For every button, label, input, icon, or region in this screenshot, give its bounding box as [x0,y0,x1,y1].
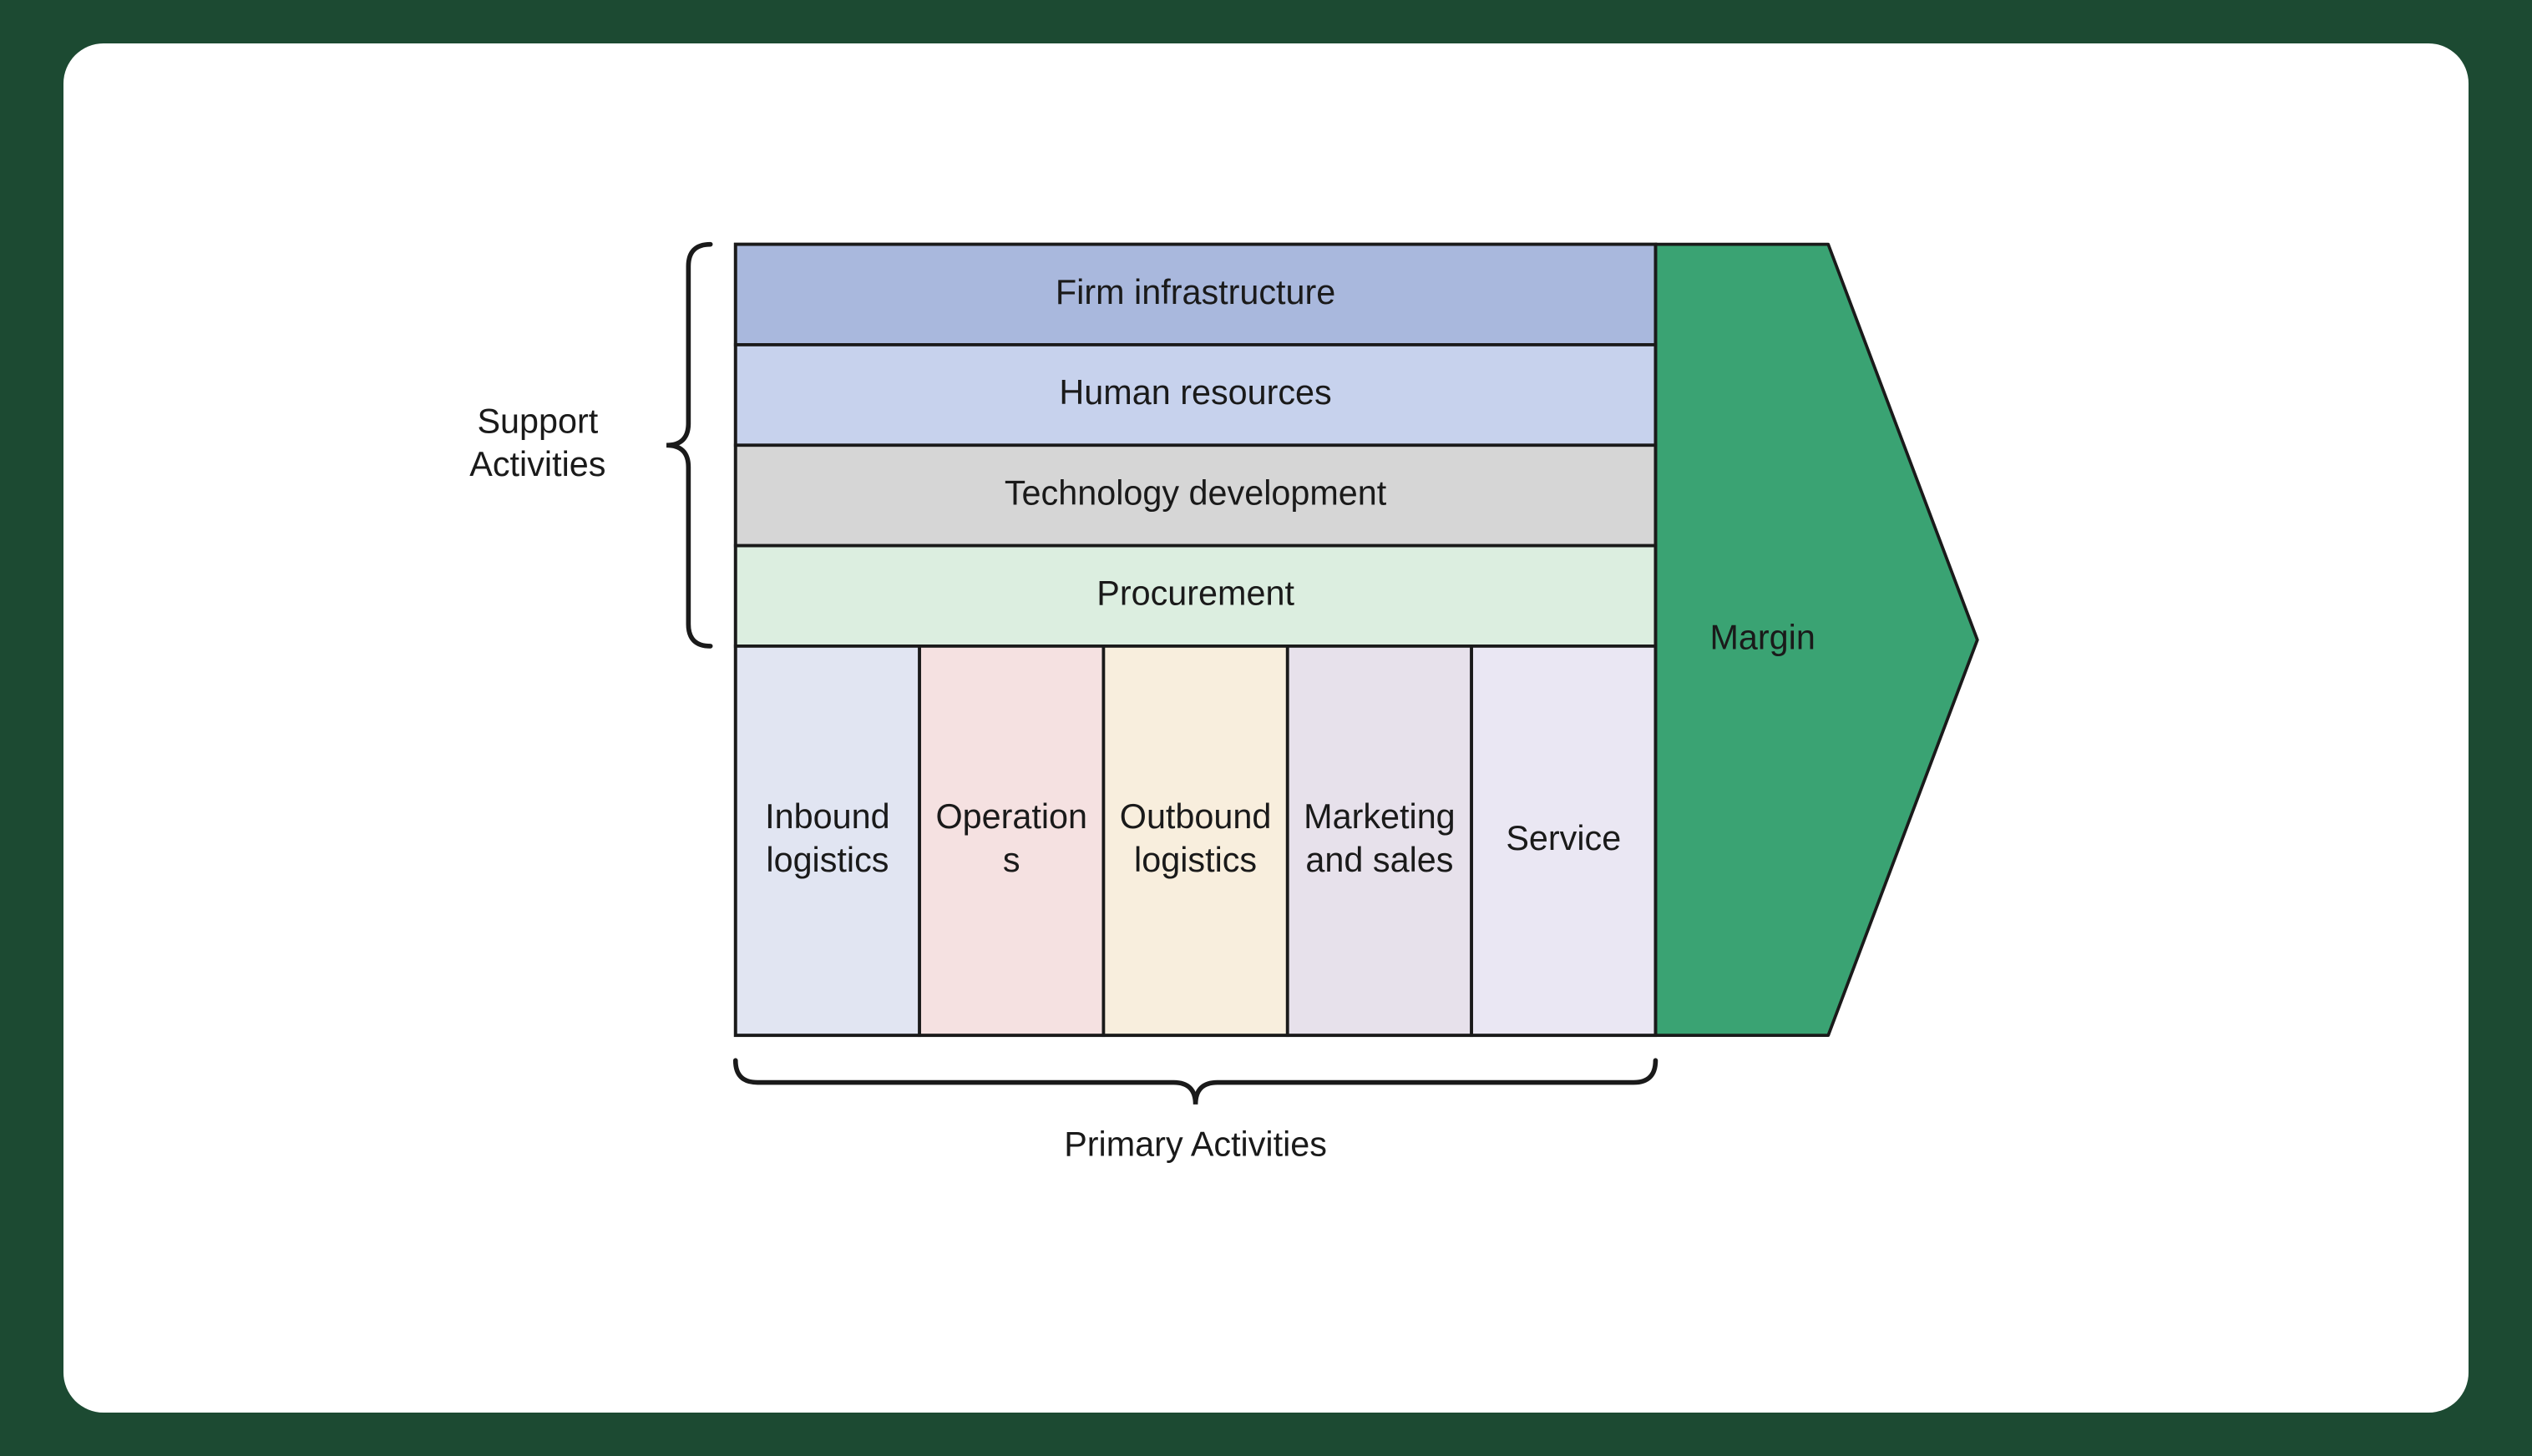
margin-label: Margin [1709,619,1815,657]
support-row-label-3: Procurement [1096,574,1294,613]
margin-arrow [1655,245,1977,1036]
support-row-label-2: Technology development [1005,474,1387,513]
diagram-card: Margin Firm infrastructure Human resources… [63,43,2469,1412]
support-row-label-1: Human resources [1059,373,1331,412]
primary-brace [736,1061,1656,1105]
value-chain-diagram: Margin Firm infrastructure Human resources… [63,43,2469,1412]
primary-col-label-4: Service [1506,819,1621,857]
support-row-label-0: Firm infrastructure [1056,273,1335,311]
support-activities-label: SupportActivities [469,402,605,484]
primary-activities-label: Primary Activities [1064,1125,1327,1164]
support-brace [666,245,711,646]
